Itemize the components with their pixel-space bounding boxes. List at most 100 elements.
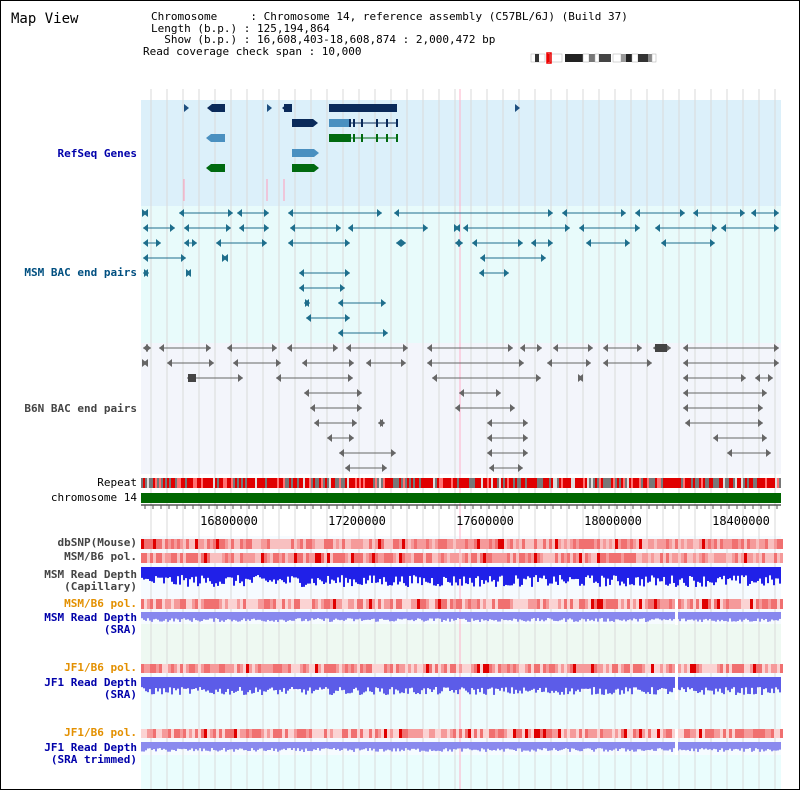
track-label-msm-depth-sra[interactable]: MSM Read Depth (SRA) [44,611,137,636]
jf1-depth-trim-bar [261,742,263,749]
b6n-bac-pair-end [238,374,243,382]
jf1-depth-sra-bar [213,677,215,695]
msm-pol-sra-cell [450,599,453,609]
jf1-depth-sra-bar [189,677,191,694]
msm-depth-cap-bar [441,567,443,586]
repeat-block [583,478,585,488]
jf1-pol-trim-cell [654,729,657,738]
jf1-pol-sra-cell [462,664,465,673]
repeat-block [431,478,433,488]
msm-depth-cap-bar [621,567,623,582]
repeat-block [497,478,499,488]
gene-exon [353,134,355,142]
jf1-pol-sra-cell [627,664,630,673]
jf1-pol-trim-cell [780,729,783,738]
jf1-pol-sra-cell [750,664,753,673]
jf1-pol-trim-cell [216,729,219,738]
jf1-depth-sra-bar [159,677,161,689]
b6n-bac-pair-end [403,344,408,352]
track-label-b6n-bac[interactable]: B6N BAC end pairs [24,402,137,415]
msm-pol-cap-cell [711,553,714,563]
track-label-repeat[interactable]: Repeat [97,476,137,489]
jf1-depth-trim-bar [503,742,505,752]
jf1-depth-trim-bar [435,742,437,752]
msm-pol-cap-cell [378,553,381,563]
track-label-msm-depth-capillary[interactable]: MSM Read Depth (Capillary) [44,568,137,593]
jf1-depth-trim-bar [651,742,653,750]
jf1-depth-sra-bar [441,677,443,692]
msm-depth-cap-bar [269,567,271,581]
msm-pol-cap-cell [159,553,162,563]
jf1-depth-trim-bar [779,742,781,750]
jf1-pol-sra-cell [780,664,783,673]
dbsnp-cell [546,539,549,549]
dbsnp-cell [510,539,513,549]
msm-depth-cap-bar [637,567,639,578]
repeat-block [375,478,377,488]
msm-depth-sra-bar [267,612,269,620]
track-label-msm-b6-pol-sra[interactable]: MSM/B6 pol. [64,597,137,610]
msm-depth-cap-bar [245,567,247,579]
jf1-depth-sra-bar [629,677,631,689]
jf1-pol-sra-cell [657,664,660,673]
track-label-jf1-b6-pol-trimmed[interactable]: JF1/B6 pol. [64,726,137,739]
msm-depth-cap-bar [411,567,413,584]
dbsnp-cell [669,539,672,549]
jf1-pol-sra-cell [447,664,450,673]
jf1-pol-trim-cell [453,729,456,738]
jf1-pol-sra-cell [549,664,552,673]
jf1-depth-sra-bar [489,677,491,689]
repeat-block [779,478,781,488]
msm-depth-sra-bar [277,612,279,622]
jf1-pol-trim-cell [186,729,189,738]
jf1-depth-trim-bar [685,742,687,751]
msm-depth-sra-bar [655,612,657,619]
msm-pol-cap-cell [309,553,312,563]
msm-depth-cap-bar [551,567,553,584]
msm-pol-cap-cell [726,553,729,563]
msm-depth-sra-bar [165,612,167,620]
jf1-depth-sra-bar [593,677,595,688]
jf1-depth-sra-bar [163,677,165,689]
msm-depth-cap-bar [399,567,401,582]
dbsnp-cell [750,539,753,549]
gene-arrow-right [267,104,272,112]
track-label-msm-bac[interactable]: MSM BAC end pairs [24,266,137,279]
msm-pol-cap-cell [489,553,492,563]
jf1-depth-trim-bar [299,742,301,752]
jf1-pol-sra-cell [579,664,582,673]
track-label-jf1-depth-trimmed[interactable]: JF1 Read Depth (SRA trimmed) [44,741,137,766]
msm-pol-cap-cell [552,553,555,563]
repeat-block [369,478,371,488]
jf1-pol-trim-cell [168,729,171,738]
jf1-depth-sra-bar [485,677,487,695]
track-label-dbsnp[interactable]: dbSNP(Mouse) [57,536,137,549]
jf1-pol-trim-cell [315,729,318,738]
jf1-depth-sra-bar [607,677,609,694]
msm-depth-sra-bar [417,612,419,619]
msm-depth-cap-bar [345,567,347,578]
track-label-jf1-depth-sra[interactable]: JF1 Read Depth (SRA) [44,676,137,701]
jf1-depth-trim-bar [571,742,573,749]
msm-pol-cap-cell [207,553,210,563]
jf1-depth-sra-bar [623,677,625,694]
msm-pol-cap-cell [756,553,759,563]
track-label-msm-b6-pol-capillary[interactable]: MSM/B6 pol. [64,550,137,563]
b6n-bac-pair-end [713,434,718,442]
dbsnp-cell [456,539,459,549]
jf1-depth-trim-bar [209,742,211,752]
msm-pol-cap-cell [264,553,267,563]
dbsnp-cell [210,539,213,549]
repeat-block [377,478,379,488]
msm-depth-cap-bar [641,567,643,580]
track-label-refseq[interactable]: RefSeq Genes [57,147,137,160]
jf1-depth-sra-bar [375,677,377,688]
dbsnp-cell [273,539,276,549]
track-label-jf1-b6-pol-sra[interactable]: JF1/B6 pol. [64,661,137,674]
jf1-depth-trim-bar [197,742,199,751]
msm-depth-sra-bar [547,612,549,619]
msm-pol-cap-cell [171,553,174,563]
track-label-chromosome[interactable]: chromosome 14 [50,491,137,504]
jf1-pol-sra-cell [513,664,516,673]
